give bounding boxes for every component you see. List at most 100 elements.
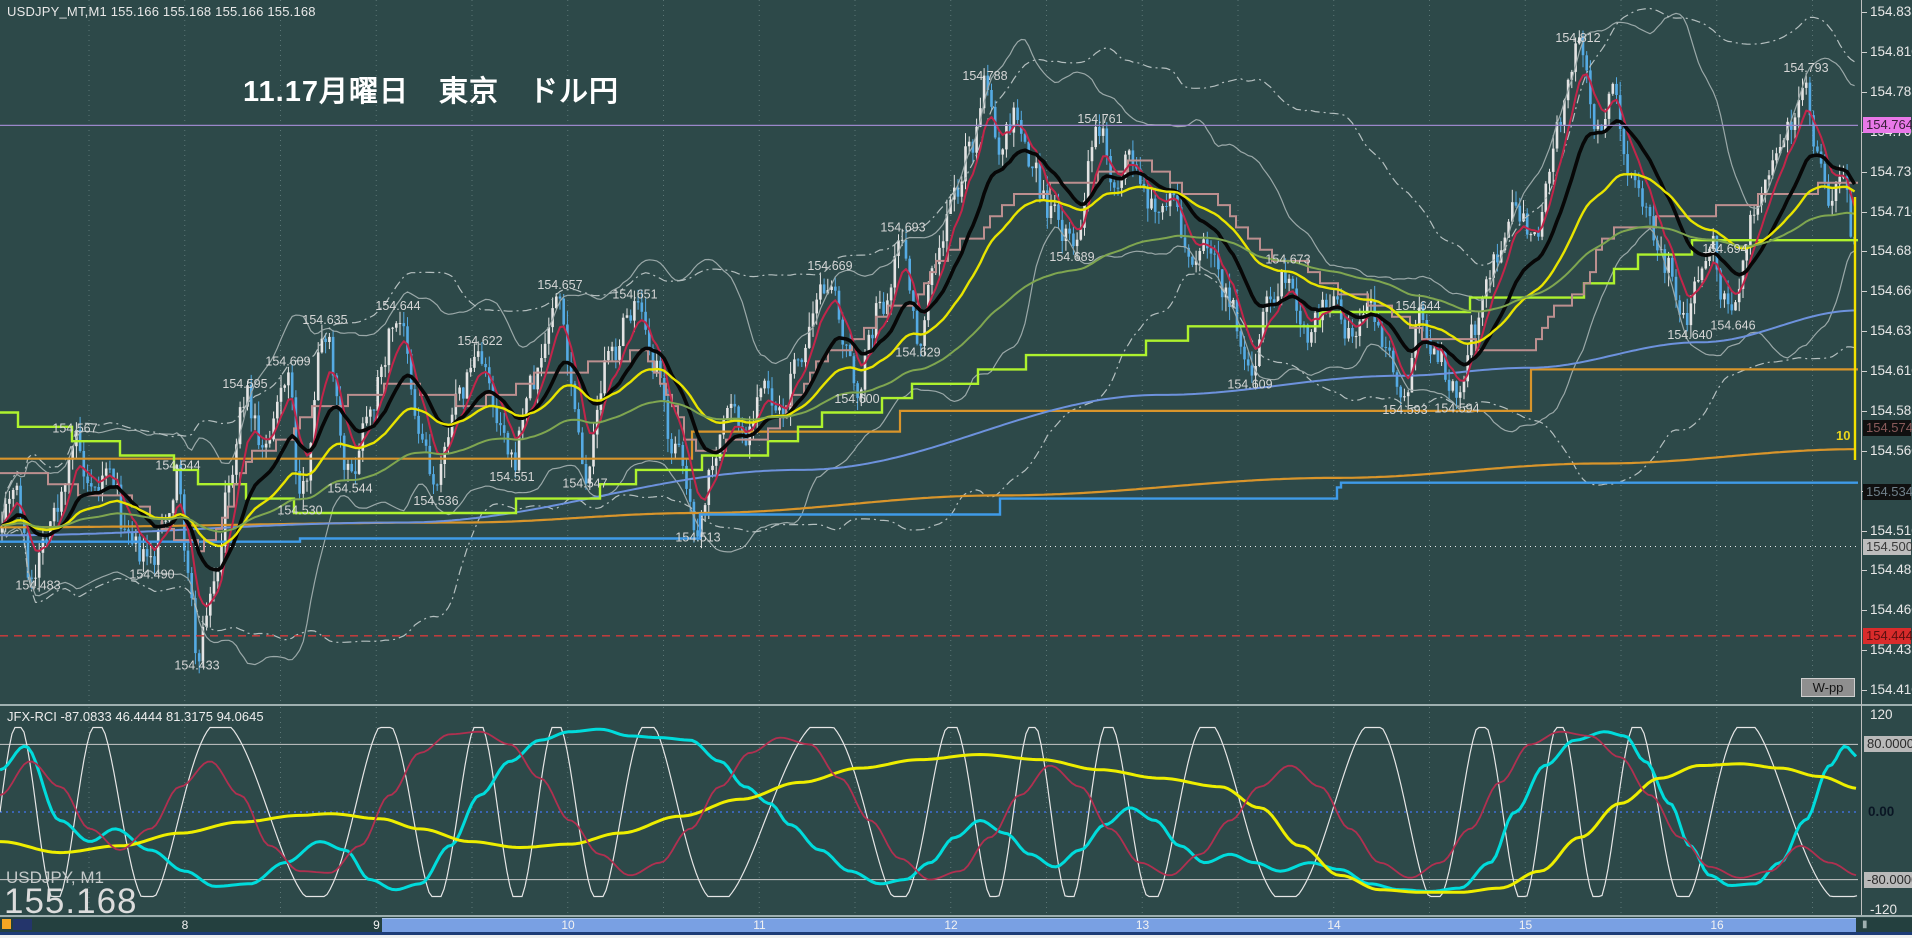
svg-text:154.594: 154.594 — [1434, 402, 1479, 416]
time-axis-bar[interactable]: 8 9 10 11 12 13 14 15 16 — [0, 918, 1912, 932]
window-edge — [0, 935, 1912, 938]
svg-text:154.567: 154.567 — [52, 422, 97, 436]
cornflower-rising — [0, 309, 1857, 537]
rci-level-0: 0.00 — [1868, 804, 1895, 819]
price-tick — [1862, 331, 1867, 333]
price-tick — [1862, 291, 1867, 293]
svg-text:154.593: 154.593 — [1382, 403, 1427, 417]
svg-text:154.530: 154.530 — [277, 504, 322, 518]
price-tick-label: 154.635 — [1870, 323, 1912, 339]
svg-text:154.673: 154.673 — [1265, 253, 1310, 267]
svg-text:154.657: 154.657 — [537, 278, 582, 292]
svg-text:154.490: 154.490 — [129, 567, 174, 581]
time-label-8: 8 — [181, 918, 189, 932]
svg-text:154.600: 154.600 — [834, 392, 879, 406]
main-price-chart[interactable]: 154.567 154.483 154.544 154.490 154.433 154.5… — [0, 0, 1862, 705]
ema-fast-crimson — [1, 73, 1856, 608]
price-tick-label: 154.835 — [1870, 4, 1912, 20]
price-tick-label: 154.810 — [1870, 44, 1912, 59]
band-dashdot-gray-lower — [1, 273, 1855, 643]
svg-text:154.609: 154.609 — [1227, 378, 1272, 392]
rci-level-80: 80.0000 — [1864, 736, 1912, 753]
rci-slow-cyan — [0, 727, 1858, 893]
indicator-values-label: JFX-RCI -87.0833 46.4444 81.3175 94.0645 — [7, 709, 264, 724]
price-tick-label: 154.410 — [1870, 682, 1912, 697]
greenyellow-step — [0, 239, 1858, 515]
svg-text:154.640: 154.640 — [1667, 328, 1712, 342]
svg-text:154.622: 154.622 — [457, 334, 502, 348]
corner-navy-marker — [13, 919, 32, 930]
rci-level-120: 120 — [1870, 707, 1893, 722]
footer-big-price: 155.168 — [4, 882, 138, 921]
band-solid-gray-lower — [1, 226, 1855, 666]
time-label-12: 12 — [944, 918, 958, 932]
price-tick — [1862, 570, 1867, 572]
price-tick — [1862, 211, 1867, 213]
svg-text:154.644: 154.644 — [1395, 299, 1440, 313]
time-label-14: 14 — [1327, 918, 1341, 932]
range-counter-label: 10 — [1836, 428, 1851, 443]
svg-text:154.544: 154.544 — [155, 458, 200, 472]
svg-text:154.689: 154.689 — [1049, 250, 1094, 264]
rosybrown-step — [0, 159, 1858, 553]
price-tick-label: 154.560 — [1870, 442, 1912, 458]
price-tick — [1862, 251, 1867, 253]
scrollbar-end-icon[interactable]: ▮ — [1862, 919, 1868, 930]
bottom-navy-line — [0, 932, 1912, 935]
price-tick-label: 154.685 — [1870, 243, 1912, 259]
price-tick-label: 154.610 — [1870, 363, 1912, 378]
svg-text:154.544: 154.544 — [327, 481, 372, 495]
rci-axis[interactable]: 120 80.0000 0.00 -80.0000 -120 — [1862, 707, 1912, 917]
svg-text:154.547: 154.547 — [562, 477, 607, 491]
weekly-pivot-label: W-pp — [1801, 678, 1855, 697]
svg-text:154.629: 154.629 — [895, 346, 940, 360]
svg-text:154.513: 154.513 — [675, 531, 720, 545]
svg-text:154.812: 154.812 — [1555, 31, 1600, 45]
price-tick-label: 154.510 — [1870, 522, 1912, 538]
rci-fast-white — [0, 726, 1858, 898]
price-tick-label: 154.460 — [1870, 602, 1912, 618]
price-tick — [1862, 650, 1867, 652]
rci-indicator-panel[interactable] — [0, 707, 1862, 916]
horizontal-scrollbar-thumb[interactable] — [382, 918, 1856, 932]
price-badge-154.534: 154.534 — [1863, 484, 1912, 501]
price-tick — [1862, 12, 1867, 14]
price-tick-label: 154.660 — [1870, 283, 1912, 299]
svg-text:154.788: 154.788 — [962, 69, 1007, 83]
ema-slow-yellow — [1, 173, 1856, 548]
price-tick — [1862, 450, 1867, 452]
time-label-13: 13 — [1135, 918, 1150, 932]
time-label-15: 15 — [1518, 918, 1533, 932]
price-badge-154.764: 154.764 — [1863, 117, 1912, 134]
svg-text:154.669: 154.669 — [807, 259, 852, 273]
svg-text:154.693: 154.693 — [880, 221, 925, 235]
svg-text:154.433: 154.433 — [174, 658, 219, 672]
price-tick-label: 154.435 — [1870, 642, 1912, 658]
svg-text:154.644: 154.644 — [375, 299, 420, 313]
rci-veryslow-yellow — [0, 753, 1857, 894]
svg-text:154.635: 154.635 — [302, 313, 347, 327]
time-label-11: 11 — [753, 918, 766, 932]
svg-text:154.483: 154.483 — [15, 579, 60, 593]
footer-symbol-label: USDJPY, M1 — [6, 868, 104, 887]
svg-text:154.694: 154.694 — [1702, 242, 1747, 256]
swing-price-labels: 154.567 154.483 154.544 154.490 154.433 154.5… — [15, 31, 1828, 672]
svg-text:154.595: 154.595 — [222, 377, 267, 391]
price-tick-label: 154.785 — [1870, 83, 1912, 99]
price-badge-154.574: 154.574 — [1863, 420, 1912, 437]
ema-mid-black — [1, 119, 1857, 572]
price-tick — [1862, 371, 1867, 372]
price-tick-label: 154.710 — [1870, 203, 1912, 219]
rci-level-m80: -80.0000 — [1864, 871, 1912, 888]
dodger-flat — [0, 481, 1858, 543]
time-label-10: 10 — [561, 918, 575, 932]
price-tick — [1862, 690, 1867, 691]
panel-separator[interactable] — [0, 704, 1912, 706]
symbol-ohlc-legend: USDJPY_MT,M1 155.166 155.168 155.166 155… — [7, 4, 316, 19]
price-axis[interactable]: 154.410154.435154.460154.485154.510154.5… — [1862, 0, 1912, 705]
price-axis-border — [1861, 0, 1862, 915]
svg-text:154.651: 154.651 — [612, 288, 657, 302]
price-tick — [1862, 91, 1867, 93]
panel-separator-bottom[interactable] — [0, 915, 1912, 917]
svg-text:154.761: 154.761 — [1077, 112, 1122, 126]
